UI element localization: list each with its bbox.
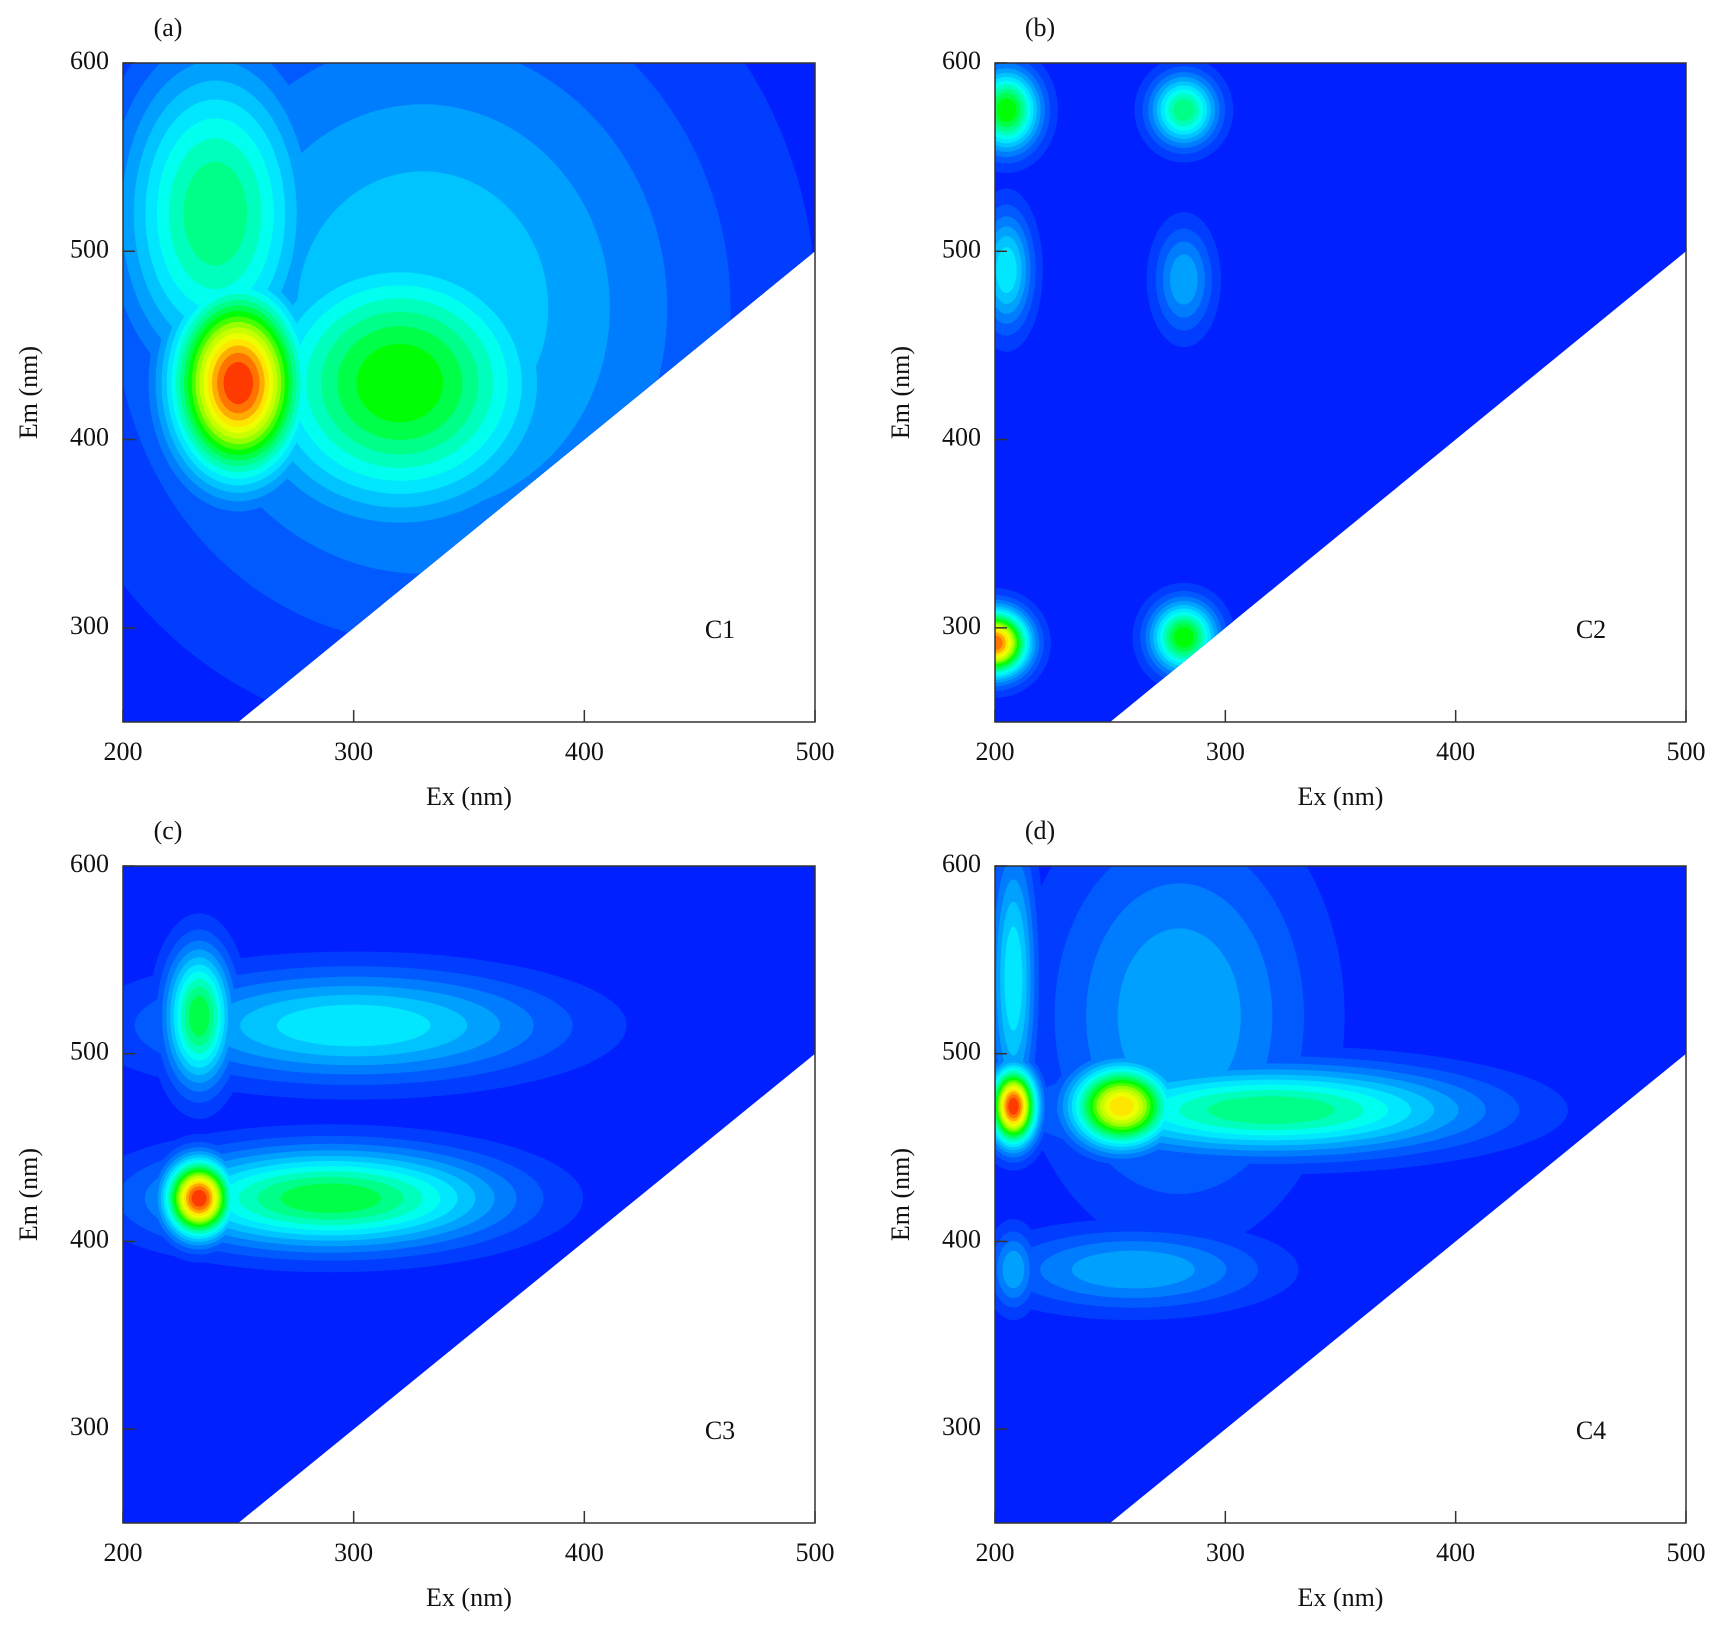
x-tick-label: 400	[1436, 1538, 1475, 1567]
contour-level	[1002, 1250, 1025, 1289]
contour-level	[996, 98, 1017, 122]
x-tick-label: 400	[565, 1538, 604, 1567]
x-tick-label: 500	[1667, 1538, 1706, 1567]
x-tick-label: 200	[104, 1538, 143, 1567]
contour-level	[1174, 627, 1194, 648]
component-label: C3	[705, 1416, 735, 1445]
contour-level	[1170, 254, 1198, 305]
y-tick-label: 500	[70, 1037, 109, 1066]
y-tick-label: 300	[942, 611, 981, 640]
panel-label: (d)	[1025, 816, 1055, 845]
contour-level	[183, 161, 248, 266]
y-axis-label: Em (nm)	[886, 346, 915, 439]
plot-frame	[122, 62, 816, 723]
x-tick-label: 300	[334, 1538, 373, 1567]
plot-frame	[122, 865, 816, 1524]
contour-level	[280, 1183, 381, 1214]
panel-label: (b)	[1025, 13, 1055, 42]
plot-frame	[994, 62, 1687, 723]
x-tick-label: 300	[334, 737, 373, 766]
panel-label: (c)	[154, 816, 183, 845]
x-tick-label: 500	[1667, 737, 1706, 766]
x-axis-label: Ex (nm)	[426, 782, 512, 811]
y-tick-label: 400	[70, 423, 109, 452]
y-tick-label: 600	[942, 849, 981, 878]
y-tick-label: 300	[70, 1412, 109, 1441]
panel-label: (a)	[154, 13, 183, 42]
y-tick-label: 600	[70, 46, 109, 75]
y-tick-label: 600	[70, 849, 109, 878]
contour-level	[996, 247, 1017, 294]
contour-level	[191, 1189, 207, 1207]
y-tick-label: 400	[70, 1224, 109, 1253]
y-tick-label: 500	[942, 234, 981, 263]
y-tick-label: 500	[942, 1037, 981, 1066]
contour-level	[1109, 1096, 1134, 1117]
x-axis-label: Ex (nm)	[1298, 1583, 1384, 1612]
contour-level	[189, 995, 210, 1037]
y-tick-label: 400	[942, 423, 981, 452]
contour-level	[1008, 1097, 1019, 1115]
y-tick-label: 300	[70, 611, 109, 640]
x-tick-label: 400	[565, 737, 604, 766]
contour-level	[356, 343, 444, 423]
x-tick-label: 500	[796, 1538, 835, 1567]
component-label: C4	[1576, 1416, 1606, 1445]
contour-level	[276, 1004, 431, 1047]
x-axis-label: Ex (nm)	[1298, 782, 1384, 811]
y-axis-label: Em (nm)	[14, 346, 43, 439]
y-tick-label: 300	[942, 1412, 981, 1441]
x-tick-label: 300	[1206, 1538, 1245, 1567]
contour-level	[1004, 926, 1023, 1031]
contour-level	[1117, 928, 1241, 1104]
x-tick-label: 500	[796, 737, 835, 766]
component-label: C2	[1576, 615, 1606, 644]
contour-level	[1071, 1250, 1195, 1289]
y-axis-label: Em (nm)	[14, 1148, 43, 1241]
y-tick-label: 500	[70, 234, 109, 263]
x-tick-label: 200	[104, 737, 143, 766]
component-label: C1	[705, 615, 735, 644]
x-tick-label: 300	[1206, 737, 1245, 766]
contour-level	[1207, 1096, 1335, 1124]
plot-area	[995, 866, 1686, 1523]
y-tick-label: 600	[942, 46, 981, 75]
plot-area	[123, 63, 815, 722]
contour-level	[1173, 98, 1195, 122]
contour-level	[223, 361, 254, 405]
plot-area	[995, 63, 1686, 722]
x-tick-label: 200	[976, 737, 1015, 766]
x-axis-label: Ex (nm)	[426, 1583, 512, 1612]
x-tick-label: 200	[976, 1538, 1015, 1567]
plot-frame	[994, 865, 1687, 1524]
x-tick-label: 400	[1436, 737, 1475, 766]
y-axis-label: Em (nm)	[886, 1148, 915, 1241]
y-tick-label: 400	[942, 1224, 981, 1253]
